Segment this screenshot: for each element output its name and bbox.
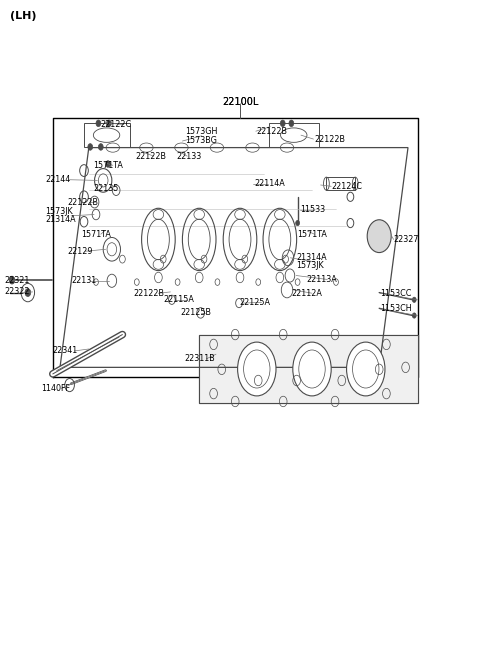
Text: 22122B: 22122B [133,289,165,298]
Ellipse shape [347,342,385,396]
Text: 1153CH: 1153CH [380,304,412,314]
Text: 22113A: 22113A [306,275,337,284]
Text: 22131: 22131 [71,276,96,285]
Text: 1140FF: 1140FF [41,384,70,393]
Circle shape [412,297,416,302]
Circle shape [106,161,110,167]
Circle shape [96,120,101,127]
Text: (LH): (LH) [10,11,36,22]
Ellipse shape [238,342,276,396]
Text: 11533: 11533 [300,205,325,215]
Text: 22125A: 22125A [239,298,270,307]
Circle shape [289,120,294,127]
Text: 1573JK: 1573JK [46,207,73,216]
Text: 22115A: 22115A [163,295,194,304]
Text: 22321: 22321 [5,276,30,285]
Text: 22122C: 22122C [101,120,132,129]
Text: 1153CC: 1153CC [380,289,411,298]
Text: 22341: 22341 [53,346,78,356]
Text: 22129: 22129 [67,247,93,256]
Circle shape [25,289,31,297]
Text: 22322: 22322 [5,287,30,297]
Text: 22100L: 22100L [222,96,258,107]
Text: 21314A: 21314A [46,215,76,224]
Text: 22114A: 22114A [254,179,285,188]
Text: 22100L: 22100L [222,96,258,107]
Circle shape [412,313,416,318]
Circle shape [98,144,103,150]
Text: 1573BG: 1573BG [185,136,216,145]
Text: 22122B: 22122B [257,127,288,136]
Text: 1571TA: 1571TA [94,161,123,170]
Text: 1571TA: 1571TA [298,230,327,239]
Text: 22133: 22133 [177,152,202,161]
Text: 22125B: 22125B [180,308,211,318]
Text: 22135: 22135 [94,184,119,194]
Ellipse shape [293,342,331,396]
Polygon shape [199,335,418,403]
Circle shape [296,220,300,226]
Text: 22124C: 22124C [331,182,362,191]
Circle shape [367,220,391,253]
Text: 22122B: 22122B [136,152,167,161]
Circle shape [88,144,93,150]
Text: 1571TA: 1571TA [82,230,111,239]
Text: 1573GH: 1573GH [185,127,217,136]
Text: 1573JK: 1573JK [297,261,324,270]
Text: 22311B: 22311B [185,354,216,363]
Circle shape [280,120,285,127]
Text: 22144: 22144 [46,175,71,184]
Text: 22122B: 22122B [67,197,98,207]
Text: 22327: 22327 [394,235,419,244]
Text: 22112A: 22112A [292,289,323,298]
Text: 21314A: 21314A [297,253,327,262]
Text: 22122B: 22122B [314,134,346,144]
Circle shape [107,120,111,127]
Circle shape [9,276,15,284]
